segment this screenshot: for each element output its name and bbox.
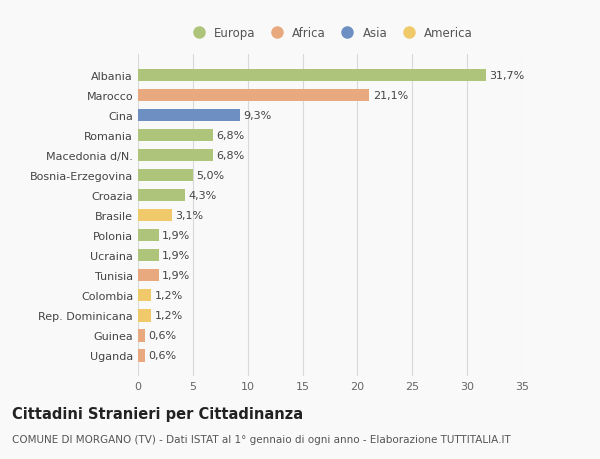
Text: 0,6%: 0,6% — [148, 351, 176, 361]
Text: 5,0%: 5,0% — [196, 171, 224, 181]
Bar — [138, 330, 145, 342]
Bar — [138, 290, 151, 302]
Bar — [138, 210, 172, 222]
Text: 1,2%: 1,2% — [154, 291, 183, 301]
Legend: Europa, Africa, Asia, America: Europa, Africa, Asia, America — [182, 22, 478, 45]
Text: 1,9%: 1,9% — [162, 271, 190, 280]
Text: Cittadini Stranieri per Cittadinanza: Cittadini Stranieri per Cittadinanza — [12, 406, 303, 421]
Text: 4,3%: 4,3% — [188, 191, 217, 201]
Bar — [138, 230, 159, 242]
Text: COMUNE DI MORGANO (TV) - Dati ISTAT al 1° gennaio di ogni anno - Elaborazione TU: COMUNE DI MORGANO (TV) - Dati ISTAT al 1… — [12, 434, 511, 444]
Bar — [138, 150, 212, 162]
Text: 6,8%: 6,8% — [216, 131, 244, 141]
Text: 6,8%: 6,8% — [216, 151, 244, 161]
Bar — [138, 110, 240, 122]
Bar — [138, 250, 159, 262]
Bar — [138, 129, 212, 142]
Bar — [138, 349, 145, 362]
Bar — [138, 190, 185, 202]
Text: 9,3%: 9,3% — [244, 111, 272, 121]
Text: 31,7%: 31,7% — [489, 71, 524, 81]
Text: 21,1%: 21,1% — [373, 91, 408, 101]
Text: 3,1%: 3,1% — [175, 211, 203, 221]
Bar — [138, 309, 151, 322]
Bar — [138, 90, 370, 102]
Bar — [138, 70, 486, 82]
Text: 1,2%: 1,2% — [154, 311, 183, 321]
Text: 0,6%: 0,6% — [148, 330, 176, 341]
Bar — [138, 269, 159, 282]
Text: 1,9%: 1,9% — [162, 251, 190, 261]
Text: 1,9%: 1,9% — [162, 231, 190, 241]
Bar — [138, 169, 193, 182]
